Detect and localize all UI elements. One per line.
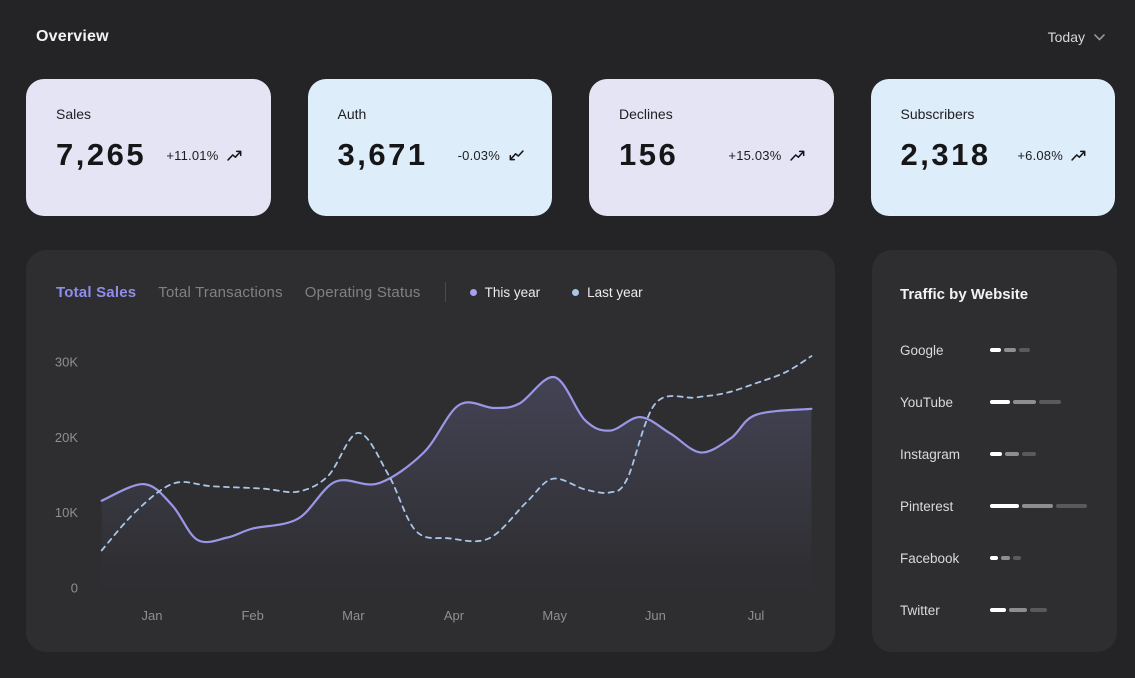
traffic-row-pinterest: Pinterest	[900, 496, 1093, 516]
traffic-row-facebook: Facebook	[900, 548, 1093, 568]
traffic-bar-segment	[1030, 608, 1047, 612]
last-year-dot-icon	[572, 288, 580, 296]
x-axis-tick-label: Jan	[142, 608, 163, 623]
tab-operating-status[interactable]: Operating Status	[304, 283, 421, 301]
stat-card-label: Subscribers	[900, 106, 975, 122]
traffic-site-label: YouTube	[900, 394, 954, 410]
x-axis-tick-label: Jun	[645, 608, 666, 623]
traffic-bar-segment	[990, 608, 1006, 612]
stat-card-auth: Auth 3,671 -0.03%	[307, 79, 552, 216]
legend-label: Last year	[587, 284, 643, 300]
trend-up-icon	[226, 150, 241, 161]
traffic-bar-segment	[1022, 452, 1036, 456]
traffic-bar-segment	[990, 452, 1002, 456]
trend-up-icon	[789, 150, 804, 161]
last-year-line	[100, 355, 813, 552]
this-year-dot-icon	[469, 288, 477, 296]
traffic-bar-segment	[1056, 504, 1087, 508]
date-range-label: Today	[1047, 29, 1085, 45]
traffic-bar-segment	[1039, 400, 1061, 404]
traffic-bar-segment	[1004, 348, 1016, 352]
sales-chart-panel: Total Sales Total Transactions Operating…	[26, 250, 835, 652]
stat-card-sales: Sales 7,265 +11.01%	[26, 79, 271, 216]
traffic-bar-segment	[1005, 452, 1019, 456]
traffic-row-google: Google	[900, 340, 1093, 360]
traffic-bar-segment	[1001, 556, 1010, 560]
this-year-area-fill	[101, 376, 812, 588]
stat-card-delta: -0.03%	[457, 147, 500, 163]
traffic-row-instagram: Instagram	[900, 444, 1093, 464]
traffic-bars	[990, 400, 1061, 404]
panels-row: Total Sales Total Transactions Operating…	[0, 216, 1135, 652]
legend-label: This year	[484, 284, 541, 300]
tab-total-transactions[interactable]: Total Transactions	[158, 283, 283, 301]
stat-card-label: Declines	[619, 106, 673, 122]
stat-card-label: Auth	[337, 106, 367, 122]
chart-tabs: Total Sales Total Transactions Operating…	[56, 284, 421, 301]
chart-legend: This year Last year	[469, 284, 643, 300]
x-axis-tick-label: Feb	[241, 608, 263, 623]
y-axis-tick-label: 0	[71, 581, 78, 596]
traffic-bar-segment	[1009, 608, 1027, 612]
stat-card-delta: +11.01%	[166, 147, 219, 163]
top-bar: Overview Today	[0, 0, 1135, 46]
trend-down-icon	[509, 149, 524, 160]
traffic-bars	[990, 556, 1021, 560]
line-chart-svg: 0 10K 20K 30K Jan Feb Mar Apr May Jun Jul	[55, 355, 813, 623]
stat-cards-row: Sales 7,265 +11.01% Auth 3,671 -0.03%	[0, 46, 1135, 216]
traffic-site-label: Google	[900, 342, 944, 358]
x-axis-tick-label: Mar	[342, 608, 365, 623]
traffic-bars	[990, 608, 1047, 612]
page-title: Overview	[36, 28, 109, 45]
stat-card-delta: +6.08%	[1017, 147, 1063, 163]
traffic-bar-segment	[1013, 556, 1021, 560]
traffic-site-label: Twitter	[900, 602, 940, 618]
x-axis-tick-label: Apr	[444, 608, 465, 623]
trend-up-icon	[1071, 150, 1086, 161]
traffic-bars	[990, 452, 1036, 456]
traffic-bar-segment	[1019, 348, 1030, 352]
legend-item-this-year[interactable]: This year	[469, 284, 541, 300]
traffic-row-twitter: Twitter	[900, 600, 1093, 620]
traffic-row-youtube: YouTube	[900, 392, 1093, 412]
tab-total-sales[interactable]: Total Sales	[56, 283, 137, 301]
date-range-dropdown[interactable]: Today	[1048, 29, 1105, 45]
stat-card-value: 7,265	[56, 137, 147, 172]
y-axis-tick-label: 20K	[55, 430, 78, 445]
stat-card-value: 3,671	[337, 137, 428, 172]
stat-card-value: 2,318	[900, 137, 991, 172]
y-axis-tick-label: 30K	[55, 355, 78, 370]
header-divider	[444, 282, 446, 302]
traffic-bar-segment	[990, 556, 998, 560]
traffic-bar-segment	[990, 400, 1010, 404]
stat-card-declines: Declines 156 +15.03%	[589, 79, 834, 216]
x-axis-tick-label: Jul	[748, 608, 765, 623]
traffic-bar-segment	[1013, 400, 1036, 404]
traffic-panel-title: Traffic by Website	[900, 286, 1029, 303]
stat-card-label: Sales	[56, 106, 92, 122]
chart-header: Total Sales Total Transactions Operating…	[26, 250, 835, 302]
stat-card-delta: +15.03%	[728, 147, 782, 163]
this-year-line	[100, 376, 813, 544]
traffic-bar-segment	[990, 348, 1001, 352]
chevron-down-icon	[1094, 33, 1105, 40]
stat-card-subscribers: Subscribers 2,318 +6.08%	[870, 79, 1115, 216]
traffic-site-label: Facebook	[900, 550, 960, 566]
traffic-bars	[990, 348, 1030, 352]
traffic-by-website-panel: Traffic by Website Google YouTube Instag…	[872, 250, 1117, 652]
x-axis-tick-label: May	[542, 608, 567, 623]
traffic-bar-segment	[1022, 504, 1053, 508]
y-axis-tick-label: 10K	[55, 505, 78, 520]
traffic-site-label: Pinterest	[900, 498, 954, 514]
traffic-bars	[990, 504, 1087, 508]
stat-card-value: 156	[619, 137, 679, 172]
traffic-bar-segment	[990, 504, 1019, 508]
legend-item-last-year[interactable]: Last year	[572, 285, 643, 300]
traffic-site-label: Instagram	[900, 446, 961, 462]
total-sales-line-chart: 0 10K 20K 30K Jan Feb Mar Apr May Jun Jul	[26, 250, 835, 652]
